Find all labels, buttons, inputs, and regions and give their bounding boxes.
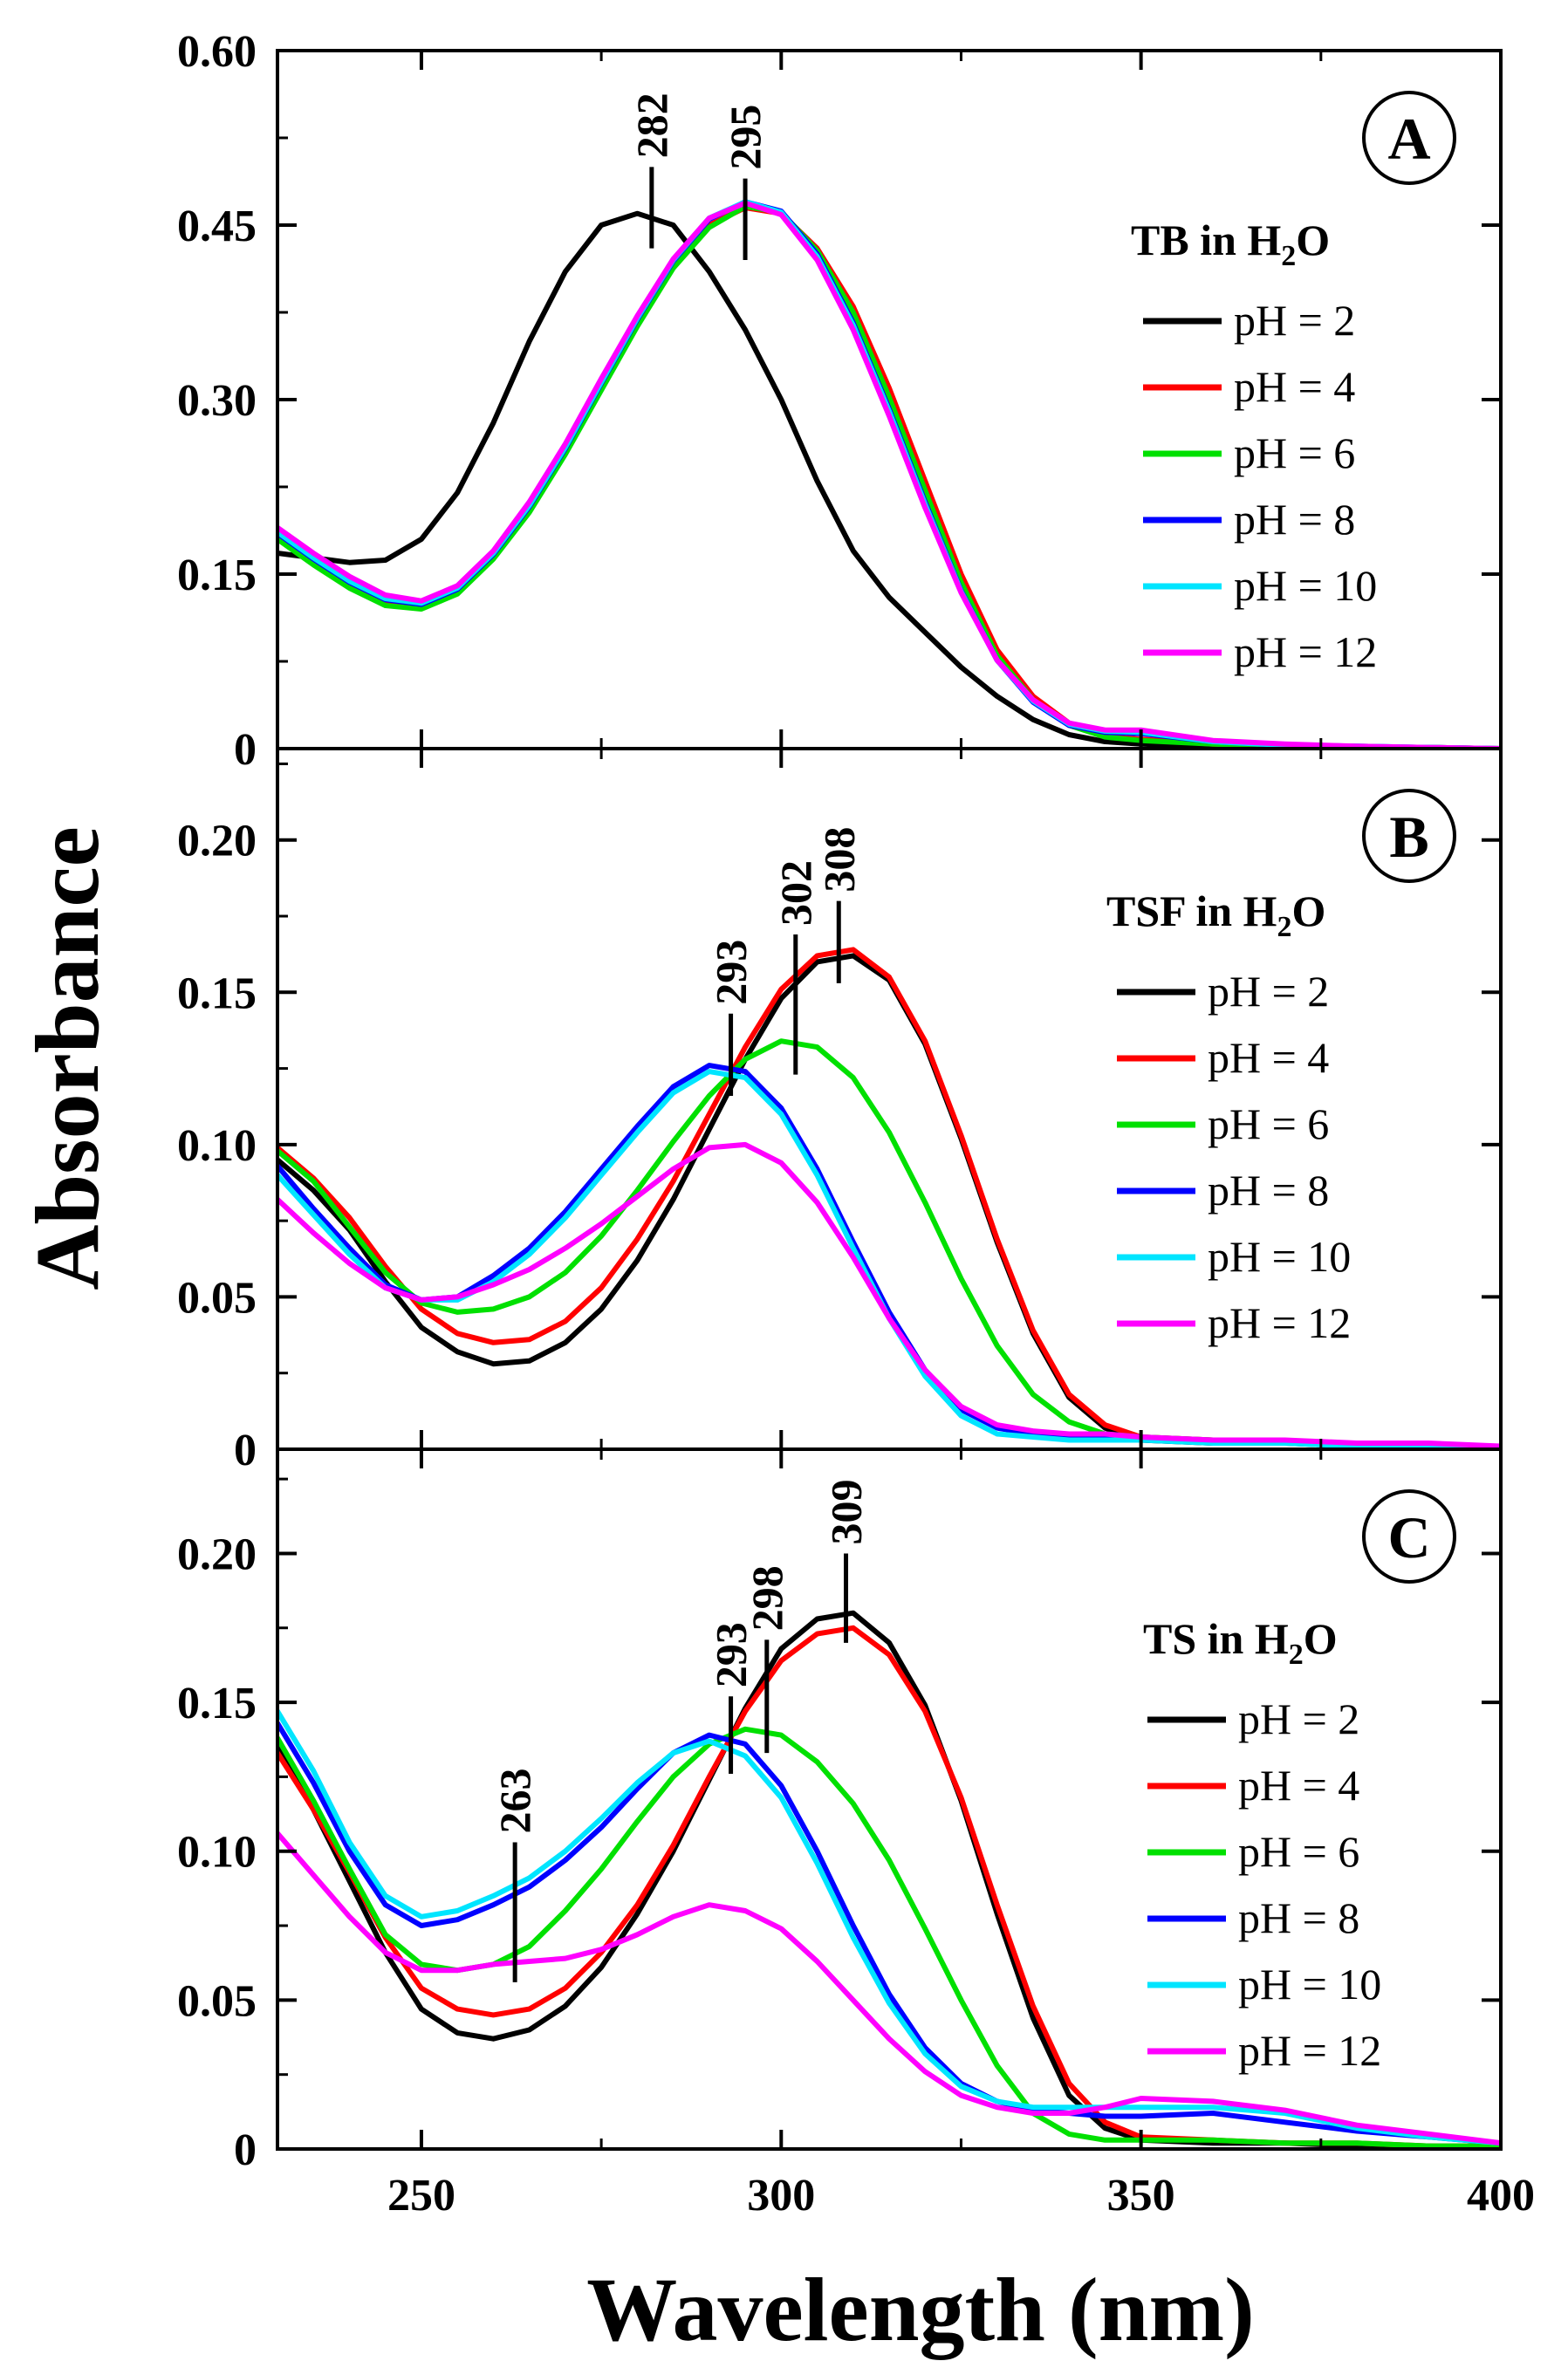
panel-a-peak-282-label: 282 bbox=[627, 92, 676, 158]
panel-a-letter: A bbox=[1387, 106, 1430, 172]
panel-a-legend-title: TB in H2O bbox=[1131, 216, 1330, 272]
panel-b-legend-label: pH = 2 bbox=[1208, 967, 1329, 1016]
panel-b-legend-label: pH = 12 bbox=[1208, 1298, 1351, 1347]
x-tick-labels: 250 300 350 400 bbox=[387, 2171, 1535, 2221]
panel-b-curves bbox=[277, 947, 1501, 1449]
panel-b-peak-308-label: 308 bbox=[814, 827, 863, 893]
panel-c-y-tick-label: 0.15 bbox=[177, 1679, 257, 1728]
x-tick-label-300: 300 bbox=[747, 2171, 815, 2221]
panel-a-y-tick-label: 0.15 bbox=[177, 551, 257, 600]
panel-c-y-tick-label: 0.10 bbox=[177, 1828, 257, 1878]
panel-a-letter-circle bbox=[1362, 91, 1456, 185]
panel-a-y-tick-label: 0.45 bbox=[177, 202, 257, 251]
panel-c-legend-label: pH = 8 bbox=[1238, 1893, 1359, 1942]
panel-a: 0 0.15 0.30 0.45 0.60 282 295 A TB in H2O pH = 2 p… bbox=[177, 27, 1503, 775]
panel-c-y-tick-label: 0 bbox=[234, 2125, 257, 2175]
panel-a-legend-label: pH = 6 bbox=[1234, 428, 1355, 477]
panel-b-y-tick-label: 0.20 bbox=[177, 817, 257, 866]
panel-a-y-tick-label: 0.30 bbox=[177, 376, 257, 426]
panel-c-peak-298-label: 298 bbox=[743, 1565, 791, 1631]
panel-b-y-tick-label: 0.15 bbox=[177, 968, 257, 1018]
panel-b-peak-293-label: 293 bbox=[707, 940, 756, 1005]
panel-a-legend-label: pH = 10 bbox=[1234, 561, 1377, 610]
panel-b-letter-circle bbox=[1362, 789, 1456, 883]
panel-a-legend-label: pH = 4 bbox=[1234, 362, 1355, 411]
panel-b-legend-title: TSF in H2O bbox=[1106, 886, 1325, 943]
panel-c-series-12-line bbox=[277, 1831, 1501, 2146]
panel-c-letter-circle bbox=[1362, 1489, 1456, 1584]
panel-c-y-tick-label: 0.20 bbox=[177, 1530, 257, 1579]
panel-b-legend-label: pH = 10 bbox=[1208, 1232, 1351, 1281]
panel-a-legend-label: pH = 2 bbox=[1234, 296, 1355, 345]
panel-b-y-tick-label: 0.05 bbox=[177, 1273, 257, 1323]
panel-c-letter: C bbox=[1387, 1504, 1430, 1571]
panel-c-y-tick-label: 0.05 bbox=[177, 1976, 257, 2026]
panel-c-legend-label: pH = 10 bbox=[1238, 1960, 1381, 2009]
panel-a-curves bbox=[277, 199, 1501, 749]
panel-b-legend-label: pH = 4 bbox=[1208, 1033, 1329, 1082]
x-axis-title: Wavelength (nm) bbox=[586, 2260, 1255, 2360]
panel-b-peak-302-label: 302 bbox=[771, 860, 820, 926]
x-tick-label-250: 250 bbox=[387, 2171, 455, 2221]
panel-c-legend-label: pH = 12 bbox=[1238, 2026, 1381, 2075]
panel-c-peak-263-label: 263 bbox=[490, 1768, 539, 1833]
panel-c-peak-309-label: 309 bbox=[822, 1479, 871, 1544]
panel-a-series-2-line bbox=[277, 210, 1501, 749]
panel-b-y-tick-label: 0 bbox=[234, 1426, 257, 1475]
panel-a-y-tick-label: 0.60 bbox=[177, 27, 257, 77]
panel-c-frame bbox=[276, 1447, 1503, 2151]
panel-a-peak-295-label: 295 bbox=[721, 105, 770, 170]
panel-c-series-10-line bbox=[277, 1708, 1501, 2146]
panel-b-letter: B bbox=[1389, 804, 1428, 870]
panel-c-peak-293-label: 293 bbox=[707, 1622, 756, 1687]
panel-b-y-tick-label: 0.10 bbox=[177, 1121, 257, 1171]
panel-a-legend-label: pH = 12 bbox=[1234, 627, 1377, 676]
panel-c-legend-label: pH = 4 bbox=[1238, 1761, 1359, 1810]
panel-a-series-12-line bbox=[277, 200, 1501, 749]
panel-c-series-8-line bbox=[277, 1721, 1501, 2146]
panel-a-legend-label: pH = 8 bbox=[1234, 495, 1355, 544]
y-axis-title: Absorbance bbox=[17, 826, 118, 1290]
x-tick-label-400: 400 bbox=[1467, 2171, 1535, 2221]
panel-b-series-12-line bbox=[277, 1141, 1501, 1449]
panel-c-legend-title: TS in H2O bbox=[1143, 1614, 1338, 1671]
panel-c-legend-label: pH = 6 bbox=[1238, 1827, 1359, 1876]
panel-b-legend-label: pH = 8 bbox=[1208, 1166, 1329, 1215]
panel-b-legend-label: pH = 6 bbox=[1208, 1099, 1329, 1148]
panels-layer: 0 0.15 0.30 0.45 0.60 282 295 A TB in H2O pH = 2 p… bbox=[177, 27, 1503, 2175]
x-tick-label-350: 350 bbox=[1107, 2171, 1175, 2221]
panel-c-curves bbox=[277, 1610, 1501, 2149]
panel-a-y-tick-label: 0 bbox=[234, 725, 257, 775]
panel-c-legend-label: pH = 2 bbox=[1238, 1694, 1359, 1743]
